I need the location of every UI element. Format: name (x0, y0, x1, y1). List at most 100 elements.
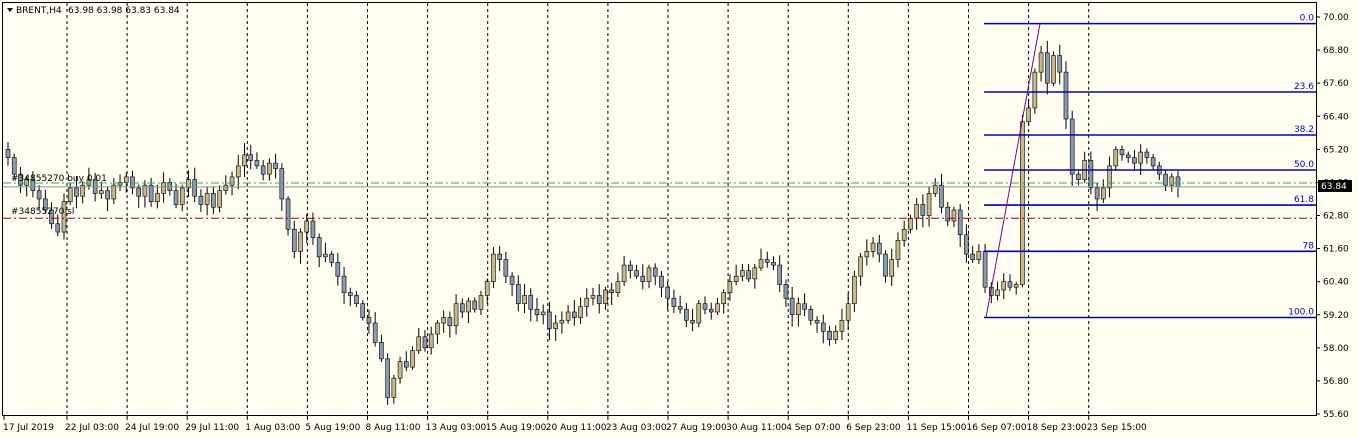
x-axis: 17 Jul 2019 22 Jul 03:00 24 Jul 19:00 29 Ju… (3, 416, 1147, 433)
candle-body (198, 195, 204, 205)
x-tick-label: 27 Aug 19:00 (666, 423, 727, 433)
candle-body (173, 190, 179, 205)
candle-body (883, 253, 888, 277)
candle-body (540, 311, 546, 316)
candle-body (528, 295, 534, 310)
candle-body (1001, 281, 1007, 291)
plot-frame (2, 2, 1317, 416)
candle-body (584, 297, 590, 307)
fib-level-label: 38.2 (1294, 125, 1314, 135)
y-tick-label: 67.60 (1323, 79, 1349, 89)
x-tick-label: 23 Aug 03:00 (606, 423, 667, 433)
candle-body (1125, 154, 1131, 158)
candle-body (596, 295, 602, 305)
candle-body (410, 350, 415, 368)
candle-body (814, 319, 820, 324)
candle-body (951, 209, 957, 222)
x-tick-label: 24 Jul 19:00 (125, 423, 179, 433)
candle-body (690, 319, 695, 324)
candle-body (130, 176, 135, 189)
candle-body (621, 264, 627, 282)
candle-body (428, 333, 434, 349)
candle-body (789, 297, 795, 316)
candle-body (708, 308, 714, 313)
buy-order-label[interactable]: #34855270 buy 0.01 (11, 174, 107, 184)
candle-body (1026, 107, 1031, 123)
candle-body (572, 311, 577, 318)
candle-body (845, 303, 851, 321)
candle-body (179, 187, 185, 205)
x-tick-label: 17 Jul 2019 (3, 423, 54, 433)
candle-body (18, 173, 23, 186)
y-tick-label: 61.60 (1323, 245, 1349, 255)
candle-body (397, 361, 403, 379)
candle-body (914, 204, 919, 219)
candle-body (204, 193, 210, 205)
candle-body (1169, 176, 1175, 186)
x-tick-label: 30 Aug 11:00 (726, 423, 787, 433)
candle-body (646, 267, 652, 282)
candle-body (242, 154, 247, 167)
candle-body (603, 289, 608, 305)
candle-body (478, 295, 484, 310)
fib-level-label: 100.0 (1288, 308, 1314, 318)
candle-body (273, 162, 278, 169)
x-tick-label: 8 Aug 11:00 (366, 423, 421, 433)
candle-body (267, 162, 272, 175)
candle-body (534, 308, 540, 316)
candle-body (148, 184, 154, 203)
fib-level-label: 50.0 (1294, 160, 1314, 170)
candle-body (80, 184, 85, 197)
candle-body (1057, 55, 1063, 73)
y-tick-label: 68.80 (1323, 46, 1349, 56)
candle-body (1107, 165, 1112, 189)
x-tick-label: 23 Sep 15:00 (1087, 423, 1147, 433)
candle-body (385, 358, 390, 398)
candle-body (260, 165, 266, 175)
candle-body (235, 165, 241, 178)
sl-order-label[interactable]: #34855270 sl (11, 207, 74, 217)
candle-body (640, 275, 646, 282)
candle-body (945, 206, 951, 222)
candle-body (509, 275, 515, 285)
candle-body (565, 311, 571, 321)
candle-body (335, 262, 341, 277)
candle-body (161, 182, 166, 194)
candle-body (1175, 176, 1181, 188)
candle-body (932, 184, 938, 194)
candle-body (1032, 71, 1038, 109)
candle-body (347, 292, 353, 296)
candle-body (970, 253, 975, 260)
candle-body (659, 275, 664, 288)
y-tick-label: 58.00 (1323, 344, 1349, 354)
candle-body (1038, 52, 1044, 73)
candle-body (864, 251, 870, 258)
current-price-value: 63.84 (1321, 182, 1347, 192)
y-tick-label: 66.40 (1323, 112, 1349, 122)
fib-level-label: 61.8 (1294, 195, 1314, 205)
dropdown-triangle-icon[interactable] (7, 8, 13, 12)
fib-level-label: 0.0 (1300, 14, 1315, 24)
candle-body (995, 289, 1000, 296)
candle-body (1045, 52, 1050, 84)
candle-body (1150, 157, 1156, 167)
order-lines (3, 182, 1316, 219)
x-tick-label: 5 Aug 19:00 (305, 423, 360, 433)
fib-trend-line[interactable] (985, 23, 1041, 318)
candle-body (323, 253, 328, 258)
candle-body (908, 217, 913, 230)
candle-body (379, 342, 384, 360)
candle-body (1013, 284, 1019, 288)
candle-body (1113, 149, 1119, 167)
candle-body (671, 297, 677, 307)
candle-body (578, 306, 583, 318)
candle-body (192, 179, 198, 197)
candle-body (248, 154, 254, 161)
candle-body (553, 322, 558, 329)
candle-body (901, 228, 907, 241)
candle-body (123, 176, 129, 183)
fibonacci-retracement[interactable]: 0.0 23.6 38.2 50.0 61.8 78 100.0 (984, 14, 1316, 319)
candle-body (827, 330, 832, 340)
